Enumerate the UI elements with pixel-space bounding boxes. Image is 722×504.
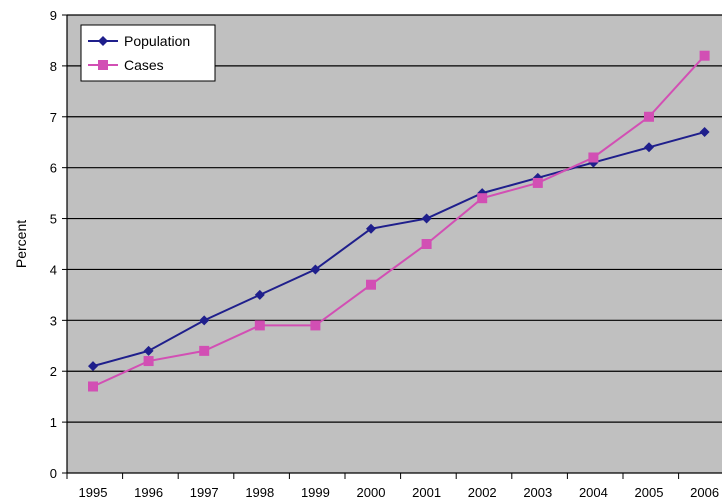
y-axis: 0 1 2 3 4 5 6 7 8 9: [50, 8, 68, 481]
legend-label-cases: Cases: [124, 57, 164, 73]
legend: Population Cases: [80, 24, 216, 82]
data-point-cases-2003: [532, 177, 543, 188]
data-point-cases-1999: [310, 320, 321, 331]
series-layer: [88, 50, 710, 392]
legend-label-population: Population: [124, 33, 190, 49]
x-tick-label: 2000: [357, 485, 386, 500]
data-point-population-2005: [644, 142, 654, 153]
y-tick-label: 5: [50, 212, 57, 227]
y-tick-label: 1: [50, 415, 57, 430]
data-point-cases-1995: [88, 381, 98, 392]
y-tick-label: 2: [50, 364, 57, 379]
x-tick-label: 1997: [190, 485, 219, 500]
x-tick-label: 2004: [579, 485, 608, 500]
series-cases: [88, 50, 710, 392]
legend-marker-cases: [98, 60, 108, 70]
y-tick-label: 3: [50, 313, 57, 328]
x-tick-label: 1998: [245, 485, 274, 500]
data-point-cases-1997: [199, 345, 210, 356]
x-tick-label: 1999: [301, 485, 330, 500]
y-tick-label: 8: [50, 59, 57, 74]
y-tick-label: 9: [50, 8, 57, 23]
series-line-population: [92, 131, 705, 368]
y-tick-label: 4: [50, 262, 57, 277]
x-tick-label: 1996: [134, 485, 163, 500]
data-point-population-2000: [366, 223, 376, 234]
legend-item-population: Population: [88, 33, 190, 49]
data-point-cases-2002: [477, 193, 488, 204]
series-line-cases: [92, 55, 706, 388]
data-point-cases-2001: [421, 239, 432, 249]
data-point-population-2001: [421, 213, 432, 224]
data-point-cases-1996: [143, 356, 154, 367]
data-point-cases-2006: [699, 50, 710, 61]
y-tick-label: 6: [50, 161, 57, 176]
data-point-population-1996: [143, 345, 154, 356]
gridlines: [67, 14, 722, 423]
y-tick-label: 0: [50, 466, 57, 481]
legend-item-cases: Cases: [88, 57, 164, 73]
data-point-population-1995: [88, 361, 98, 372]
plot-area: [67, 15, 722, 473]
y-axis-title: Percent: [13, 220, 29, 268]
y-tick-label: 7: [50, 110, 57, 125]
x-tick-label: 2006: [690, 485, 719, 500]
data-point-cases-2005: [644, 111, 654, 122]
x-tick-label: 2005: [635, 485, 664, 500]
x-tick-label: 2003: [523, 485, 552, 500]
x-tick-label: 2002: [468, 485, 497, 500]
data-point-population-1997: [199, 315, 210, 326]
series-population: [88, 127, 710, 372]
data-point-population-1999: [310, 264, 321, 275]
data-point-cases-2000: [366, 279, 376, 290]
x-tick-label: 2001: [412, 485, 441, 500]
data-point-population-2006: [699, 127, 710, 138]
x-axis: 1995 1996 1997 1998 1999 2000 2001 2002 2003 2004…: [66, 472, 722, 500]
x-tick-label: 1995: [79, 485, 108, 500]
legend-box: [80, 24, 216, 82]
data-point-population-1998: [254, 289, 265, 300]
legend-marker-population: [98, 36, 108, 46]
data-point-cases-2004: [588, 152, 599, 163]
data-point-cases-1998: [254, 320, 265, 331]
